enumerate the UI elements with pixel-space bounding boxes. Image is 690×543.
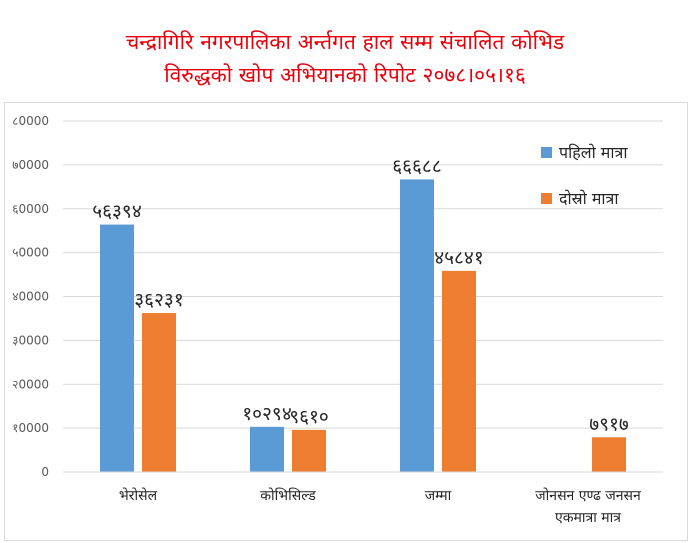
bar-series1 — [100, 224, 134, 472]
x-tick-label: एकमात्रा मात्र — [555, 510, 621, 526]
data-label: ५६३९४ — [92, 201, 141, 223]
title-line-1: चन्द्रागिरि नगरपालिका अर्न्तगत हाल सम्म … — [125, 30, 565, 54]
legend-swatch — [541, 193, 552, 204]
bar-series2 — [142, 313, 176, 472]
data-label: ४५८४१ — [434, 247, 483, 269]
bar-series2 — [442, 270, 476, 472]
legend-label: दोस्रो मात्रा — [559, 189, 619, 208]
data-label: १०२९४ — [242, 403, 291, 425]
y-tick-label: ८0000 — [12, 114, 49, 128]
data-label: ६६६८८ — [392, 155, 441, 177]
bar-series1 — [400, 179, 434, 472]
y-tick-label: 0 — [41, 465, 49, 479]
legend-swatch — [541, 147, 552, 158]
bar-series1 — [250, 426, 284, 472]
y-tick-label: १0000 — [12, 421, 49, 435]
x-tick-label: कोभिसिल्ड — [260, 487, 316, 504]
data-label: ३६२३१ — [134, 289, 183, 311]
data-label: ७९१७ — [589, 413, 629, 435]
x-tick-label: जोनसन एण्ढ जनसन — [535, 487, 641, 504]
y-tick-label: ५0000 — [12, 246, 49, 260]
y-tick-label: ६0000 — [12, 202, 49, 216]
x-tick-label: जम्मा — [425, 488, 452, 504]
y-tick-label: ७0000 — [12, 158, 49, 172]
x-tick-label: भेरोसेल — [119, 487, 158, 504]
bar-series2 — [592, 437, 626, 472]
data-label: ९६१० — [289, 406, 329, 428]
y-tick-label: ३0000 — [12, 333, 49, 347]
legend-label: पहिलो मात्रा — [559, 143, 628, 162]
bar-series2 — [292, 429, 326, 472]
chart-frame — [4, 102, 688, 541]
chart-title: चन्द्रागिरि नगरपालिका अर्न्तगत हाल सम्म … — [0, 26, 690, 92]
y-tick-label: ४0000 — [12, 290, 49, 304]
y-tick-label: २0000 — [12, 377, 49, 391]
title-line-2: विरुद्धको खोप अभियानको रिपोट २०७८।०५।१६ — [164, 63, 526, 87]
